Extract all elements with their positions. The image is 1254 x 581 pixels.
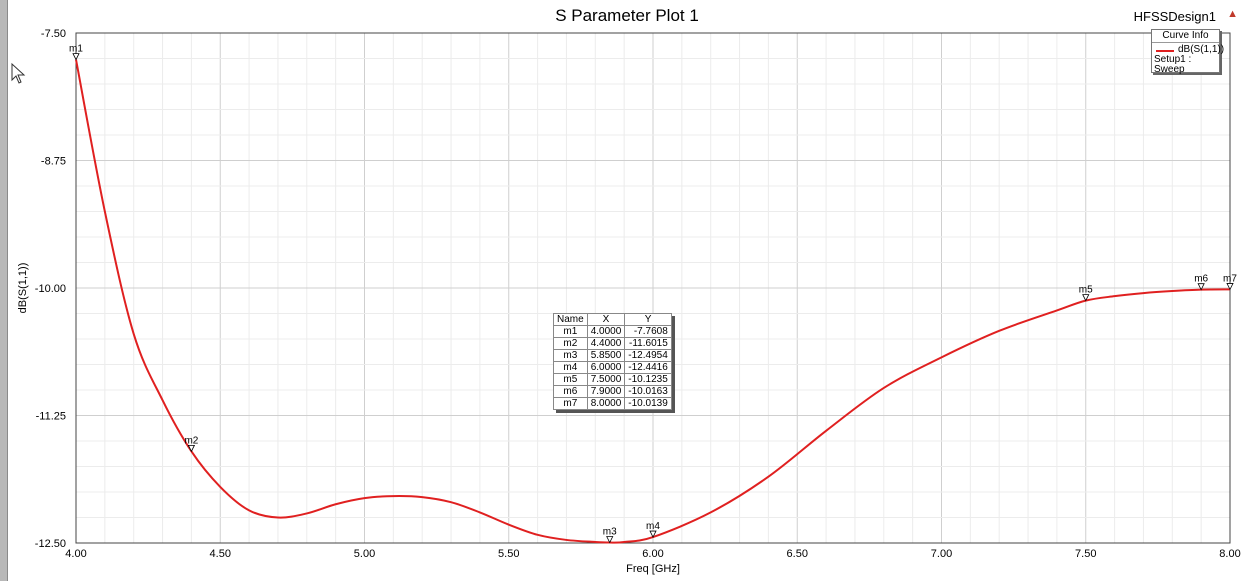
x-tick-label: 4.50 — [210, 548, 231, 560]
marker-table[interactable]: Name X Y m1 4.0000 -7.7608 m2 4.4000 -11… — [553, 313, 672, 410]
marker-y-cell: -7.7608 — [624, 325, 672, 338]
legend-header: Curve Info — [1152, 30, 1219, 43]
curve-layer — [75, 59, 1231, 544]
marker-x-cell: 4.4000 — [586, 337, 626, 350]
marker-label: m6 — [1194, 274, 1208, 285]
table-row: m6 7.9000 -10.0163 — [553, 385, 672, 398]
marker-name-cell: m2 — [553, 337, 588, 350]
x-tick-label: 4.00 — [65, 548, 86, 560]
table-row: m5 7.5000 -10.1235 — [553, 373, 672, 386]
marker-name-cell: m7 — [553, 397, 588, 410]
tick-labels: 4.00 4.50 5.00 5.50 6.00 6.50 7.00 7.50 8.00 -7.5… — [35, 28, 1241, 560]
marker-point[interactable] — [72, 53, 80, 61]
marker-y-cell: -10.0139 — [624, 397, 672, 410]
marker-point[interactable] — [606, 536, 614, 544]
marker-point[interactable] — [1082, 294, 1090, 302]
series-line — [75, 59, 1231, 544]
table-row: m1 4.0000 -7.7608 — [553, 325, 672, 338]
table-row: m7 8.0000 -10.0139 — [553, 397, 672, 410]
window-left-edge — [0, 0, 8, 581]
marker-point[interactable] — [1226, 283, 1234, 291]
marker-x-cell: 4.0000 — [586, 325, 626, 338]
marker-x-cell: 6.0000 — [586, 361, 626, 374]
marker-name-cell: m4 — [553, 361, 588, 374]
legend-sub-label: Setup1 : Sweep — [1154, 54, 1192, 75]
x-tick-label: 5.00 — [354, 548, 375, 560]
marker-name-cell: m6 — [553, 385, 588, 398]
x-tick-label: 6.00 — [642, 548, 663, 560]
marker-table-header: X — [586, 313, 626, 326]
table-row: m3 5.8500 -12.4954 — [553, 349, 672, 362]
marker-y-cell: -10.1235 — [624, 373, 672, 386]
pointer-cursor-icon — [11, 62, 26, 84]
table-row: m2 4.4000 -11.6015 — [553, 337, 672, 350]
legend-entry-label: dB(S(1,1)) — [1178, 44, 1225, 55]
y-tick-label: -7.50 — [41, 28, 66, 40]
marker-label: m5 — [1079, 285, 1093, 296]
marker-y-cell: -11.6015 — [624, 337, 672, 350]
y-axis-label: dB(S(1,1)) — [17, 263, 29, 314]
y-tick-label: -12.50 — [35, 538, 66, 550]
x-tick-label: 7.00 — [931, 548, 952, 560]
chart-title: S Parameter Plot 1 — [555, 6, 699, 25]
marker-name-cell: m1 — [553, 325, 588, 338]
marker-y-cell: -10.0163 — [624, 385, 672, 398]
y-tick-label: -8.75 — [41, 156, 66, 168]
collapse-arrow-icon[interactable]: ▲ — [1227, 8, 1238, 20]
marker-table-header: Name — [553, 313, 588, 326]
marker-point[interactable] — [1197, 283, 1205, 291]
x-tick-label: 5.50 — [498, 548, 519, 560]
marker-x-cell: 8.0000 — [586, 397, 626, 410]
marker-label: m7 — [1223, 273, 1237, 284]
marker-label: m4 — [646, 521, 660, 532]
marker-y-cell: -12.4416 — [624, 361, 672, 374]
marker-label: m3 — [603, 527, 617, 538]
marker-x-cell: 5.8500 — [586, 349, 626, 362]
y-tick-label: -10.00 — [35, 283, 66, 295]
design-name-label: HFSSDesign1 — [1133, 9, 1216, 24]
table-row: m4 6.0000 -12.4416 — [553, 361, 672, 374]
marker-point[interactable] — [649, 530, 657, 538]
x-tick-label: 8.00 — [1219, 548, 1240, 560]
marker-y-cell: -12.4954 — [624, 349, 672, 362]
grid-lines — [75, 32, 1231, 544]
marker-label: m1 — [69, 44, 83, 55]
marker-point[interactable] — [187, 444, 196, 453]
y-tick-label: -11.25 — [36, 411, 66, 423]
marker-table-header-row: Name X Y — [553, 313, 672, 326]
x-tick-label: 6.50 — [787, 548, 808, 560]
curve-info-legend[interactable]: Curve Info dB(S(1,1)) Setup1 : Sweep — [1151, 29, 1224, 75]
marker-x-cell: 7.5000 — [586, 373, 626, 386]
x-axis-label: Freq [GHz] — [626, 563, 680, 575]
marker-table-header: Y — [624, 313, 672, 326]
legend-entry[interactable]: dB(S(1,1)) — [1152, 43, 1224, 55]
marker-name-cell: m5 — [553, 373, 588, 386]
marker-label: m2 — [184, 435, 198, 446]
x-tick-label: 7.50 — [1075, 548, 1096, 560]
marker-x-cell: 7.9000 — [586, 385, 626, 398]
marker-name-cell: m3 — [553, 349, 588, 362]
legend-swatch — [1156, 50, 1174, 52]
